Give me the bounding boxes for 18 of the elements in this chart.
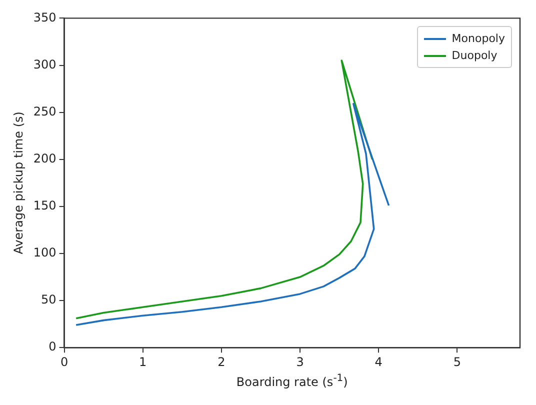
y-tick-label: 50 bbox=[41, 292, 56, 307]
y-tick-label: 250 bbox=[33, 104, 56, 118]
x-axis-title: Boarding rate (s$^{-1}$) bbox=[235, 373, 349, 389]
x-tick-label: 5 bbox=[453, 354, 461, 369]
legend-label: Duopoly bbox=[452, 48, 498, 64]
y-tick-label: 150 bbox=[33, 198, 56, 213]
y-tick-label: 0 bbox=[48, 340, 56, 354]
x-tick-label: 1 bbox=[139, 354, 147, 369]
y-tick-label: 100 bbox=[33, 246, 56, 260]
legend-label: Monopoly bbox=[452, 31, 505, 48]
x-tick-label: 4 bbox=[374, 354, 382, 369]
x-tick-label: 2 bbox=[218, 354, 226, 369]
x-tick-label: 0 bbox=[60, 354, 68, 369]
y-tick-label: 350 bbox=[33, 10, 56, 24]
y-tick-label: 200 bbox=[33, 151, 56, 166]
x-tick-label: 3 bbox=[296, 354, 304, 369]
y-tick-label: 300 bbox=[33, 57, 56, 72]
y-axis-title: Average pickup time (s) bbox=[11, 111, 26, 254]
